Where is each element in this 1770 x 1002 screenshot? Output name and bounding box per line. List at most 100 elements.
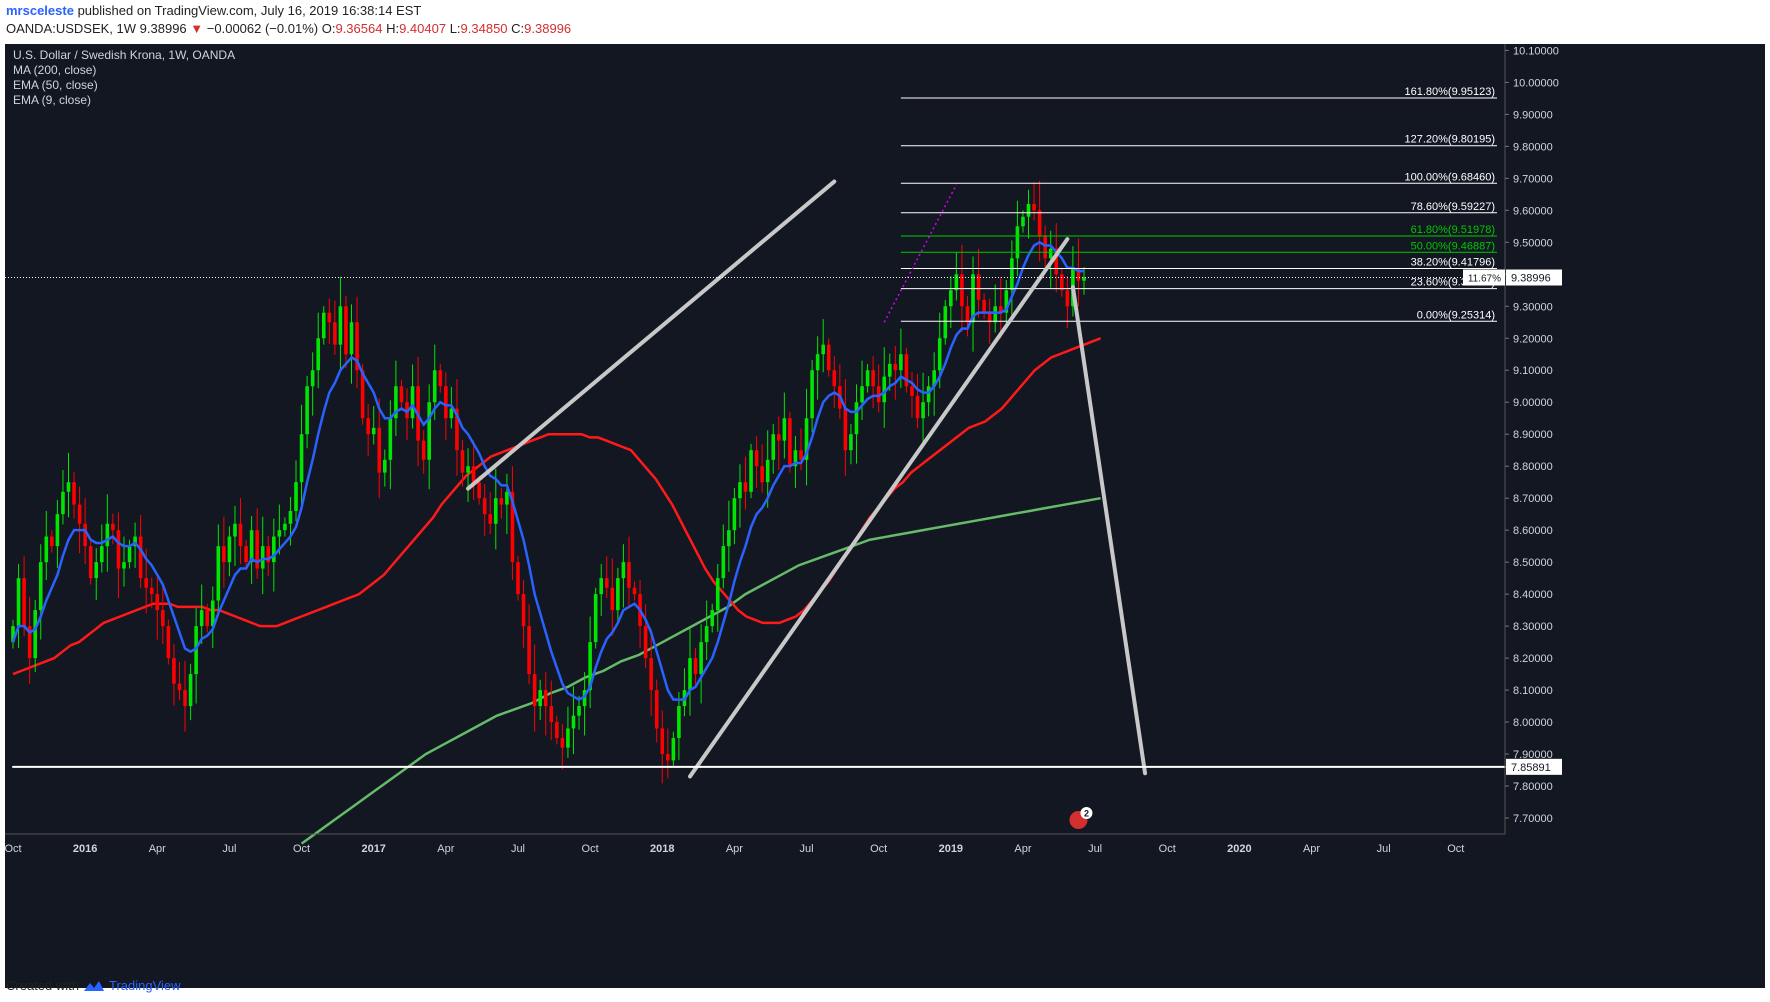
candle-body bbox=[604, 578, 609, 588]
candle-body bbox=[188, 674, 193, 707]
fib-levels: 161.80%(9.95123) 127.20%(9.80195) 100.00%(… bbox=[883, 86, 1497, 323]
candle-body bbox=[1060, 274, 1064, 291]
pct-label-bg bbox=[1463, 269, 1505, 286]
candle-body bbox=[399, 386, 404, 403]
time-tick-label: Apr bbox=[1303, 843, 1320, 855]
fib-anchor-dotted-line bbox=[883, 184, 958, 323]
candle-body bbox=[616, 578, 620, 611]
candle-body bbox=[810, 370, 814, 419]
time-tick-label: 2019 bbox=[939, 843, 963, 855]
candle-body bbox=[921, 402, 925, 419]
candle-body bbox=[244, 546, 248, 563]
candle-body bbox=[588, 642, 592, 691]
candle-body bbox=[771, 434, 776, 460]
candle-body bbox=[788, 418, 792, 467]
time-tick-label: 2018 bbox=[650, 843, 674, 855]
candle-body bbox=[410, 386, 415, 419]
candle-body bbox=[272, 536, 276, 563]
candle-body bbox=[555, 722, 559, 739]
candle-body bbox=[621, 562, 626, 579]
ema50-line bbox=[12, 337, 1102, 676]
author-link[interactable]: mrsceleste bbox=[6, 3, 74, 18]
price-axis[interactable]: 10.10000 10.00000 9.90000 9.80000 9.70000 9.6… bbox=[1463, 44, 1562, 834]
candle-body bbox=[371, 427, 376, 435]
candle-body bbox=[227, 536, 232, 563]
candle-body bbox=[954, 274, 959, 291]
candle-body bbox=[493, 498, 498, 524]
candle-body bbox=[249, 530, 254, 563]
candle-body bbox=[283, 523, 287, 531]
time-tick-label: Jul bbox=[1377, 843, 1391, 855]
candle-body bbox=[1048, 248, 1053, 259]
fib-level-label: 161.80%(9.95123) bbox=[1404, 86, 1495, 98]
candle-body bbox=[44, 536, 49, 563]
price-tick-label: 8.20000 bbox=[1513, 653, 1553, 665]
candle-body bbox=[172, 658, 176, 684]
candle-body bbox=[849, 434, 853, 451]
candle-body bbox=[727, 530, 731, 547]
chart-container[interactable]: 161.80%(9.95123) 127.20%(9.80195) 100.00%(… bbox=[4, 44, 1765, 988]
candle-body bbox=[1076, 267, 1081, 281]
time-axis[interactable]: Oct 2016 Apr Jul Oct 2017 Apr Jul Oct 2018 Apr Jul O… bbox=[4, 833, 1505, 855]
candle-body bbox=[843, 408, 848, 451]
candle-body bbox=[138, 536, 143, 579]
low-label: L: bbox=[449, 21, 461, 36]
candle-body bbox=[876, 386, 881, 403]
candle-body bbox=[305, 386, 309, 435]
candle-body bbox=[383, 459, 387, 473]
time-tick-label: Apr bbox=[1014, 843, 1031, 855]
candle-body bbox=[943, 306, 948, 339]
candle-body bbox=[166, 626, 171, 659]
candle-body bbox=[505, 491, 509, 505]
candle-body bbox=[710, 610, 715, 627]
candle-body bbox=[1037, 210, 1042, 236]
event-badge[interactable]: 2 bbox=[1069, 807, 1093, 829]
candle-body bbox=[654, 690, 659, 729]
candle-body bbox=[183, 690, 187, 707]
candle-body bbox=[699, 642, 703, 675]
candle-body bbox=[499, 498, 504, 505]
candle-body bbox=[577, 706, 581, 716]
price-tick-label: 9.00000 bbox=[1513, 397, 1553, 409]
last-price: 9.38996 bbox=[139, 21, 187, 36]
time-tick-label: Oct bbox=[1447, 843, 1464, 855]
candle-body bbox=[804, 418, 809, 460]
fib-level-label: 100.00%(9.68460) bbox=[1404, 171, 1495, 183]
tradingview-brand[interactable]: TradingView bbox=[108, 978, 181, 993]
candle-body bbox=[832, 370, 837, 387]
candle-body bbox=[666, 754, 670, 761]
price-chart[interactable]: 161.80%(9.95123) 127.20%(9.80195) 100.00%(… bbox=[4, 44, 1765, 988]
fib-level-label: 127.20%(9.80195) bbox=[1404, 134, 1495, 146]
candle-body bbox=[94, 562, 99, 579]
event-count-circle bbox=[1080, 807, 1093, 819]
candle-body bbox=[643, 626, 648, 659]
support-label-bg bbox=[1506, 758, 1562, 775]
candle-body bbox=[971, 274, 975, 323]
candle-body bbox=[704, 626, 709, 643]
candle-body bbox=[233, 523, 237, 537]
price-tick-label: 9.60000 bbox=[1513, 205, 1553, 217]
candle-body bbox=[477, 482, 481, 499]
candle-body bbox=[993, 306, 998, 323]
candle-body bbox=[177, 683, 182, 691]
fib-level-label: 0.00%(9.25314) bbox=[1417, 309, 1495, 321]
time-tick-label: Apr bbox=[437, 843, 454, 855]
candle-body bbox=[860, 386, 864, 403]
publish-info: mrsceleste published on TradingView.com,… bbox=[6, 2, 571, 38]
price-tick-label: 8.70000 bbox=[1513, 493, 1553, 505]
fib-level-label: 50.00%(9.46887) bbox=[1411, 240, 1495, 252]
candle-body bbox=[277, 530, 282, 537]
candle-body bbox=[210, 600, 215, 627]
candle-body bbox=[549, 706, 554, 723]
candle-body bbox=[127, 546, 132, 563]
ema50-polyline bbox=[12, 337, 1102, 676]
candle-body bbox=[516, 562, 520, 595]
candle-body bbox=[27, 626, 32, 659]
price-tick-label: 8.60000 bbox=[1513, 525, 1553, 537]
time-tick-label: Oct bbox=[1159, 843, 1176, 855]
candle-body bbox=[432, 370, 437, 403]
candle-body bbox=[976, 274, 981, 300]
candle-body bbox=[1043, 235, 1047, 259]
candle-body bbox=[1010, 258, 1014, 291]
candle-body bbox=[338, 306, 343, 345]
